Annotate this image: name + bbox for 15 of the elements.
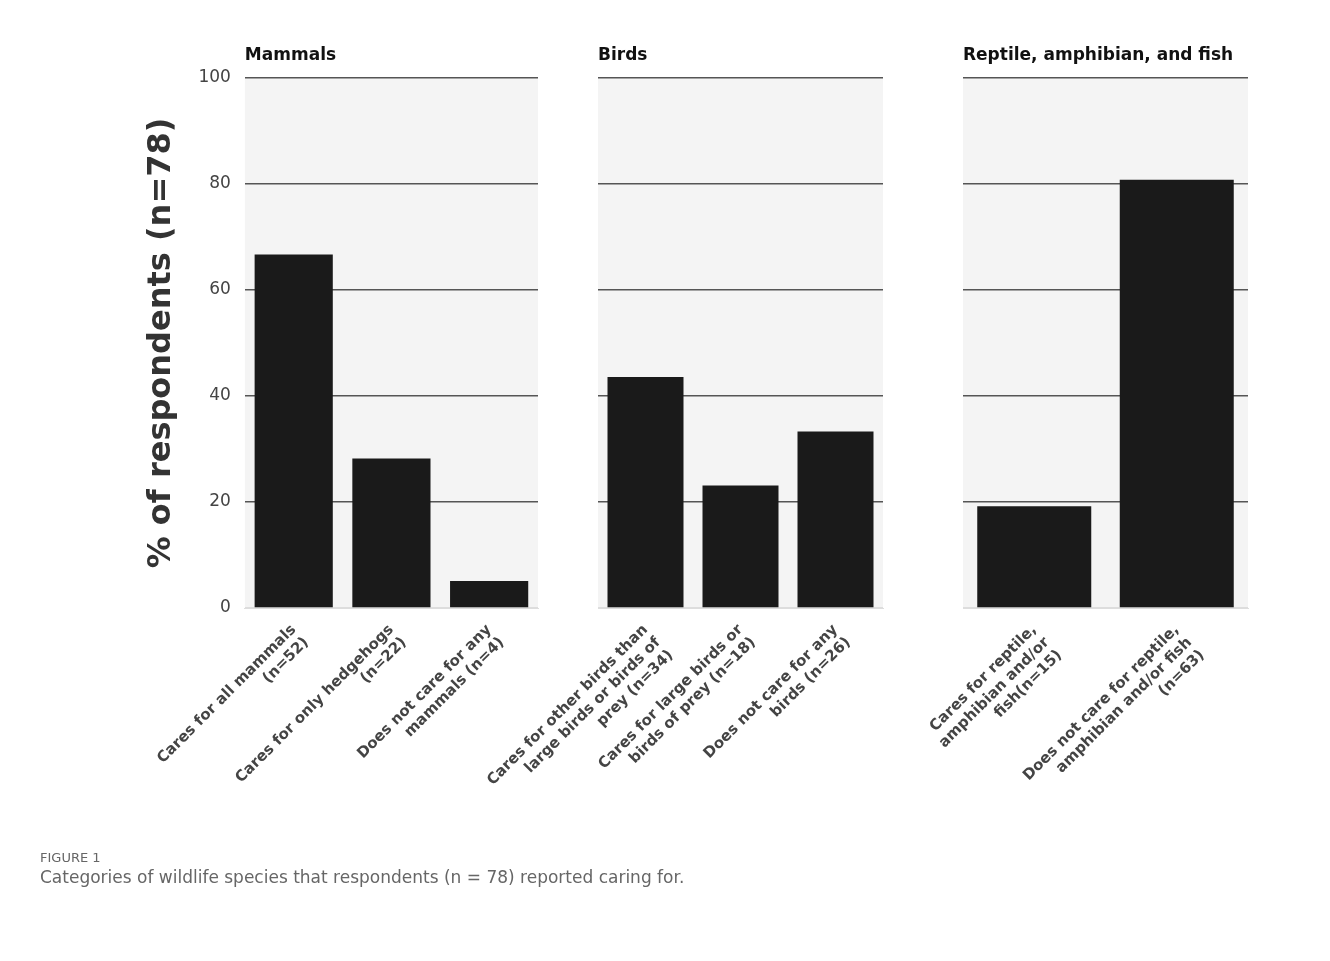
y-tick-label: 60 (209, 278, 231, 299)
chart-title: Reptile, amphibian, and fish (963, 43, 1234, 64)
bar (450, 580, 529, 608)
y-tick-label: 0 (220, 596, 231, 617)
text: Categories of wildlife species that respondents (n = 78) reported caring for. (40, 867, 686, 887)
y-tick-label: 100 (198, 66, 231, 87)
bar (254, 254, 333, 608)
y-axis-title: % of respondents (n=78) (139, 117, 178, 569)
y-tick-label: 40 (209, 384, 231, 405)
chart-title: Birds (598, 43, 648, 64)
caption: FIGURE 1 (40, 850, 102, 865)
chart-title: Mammals (244, 43, 337, 64)
y-tick-label: 20 (209, 490, 231, 511)
bar (352, 458, 431, 608)
y-tick-label: 80 (209, 172, 231, 193)
